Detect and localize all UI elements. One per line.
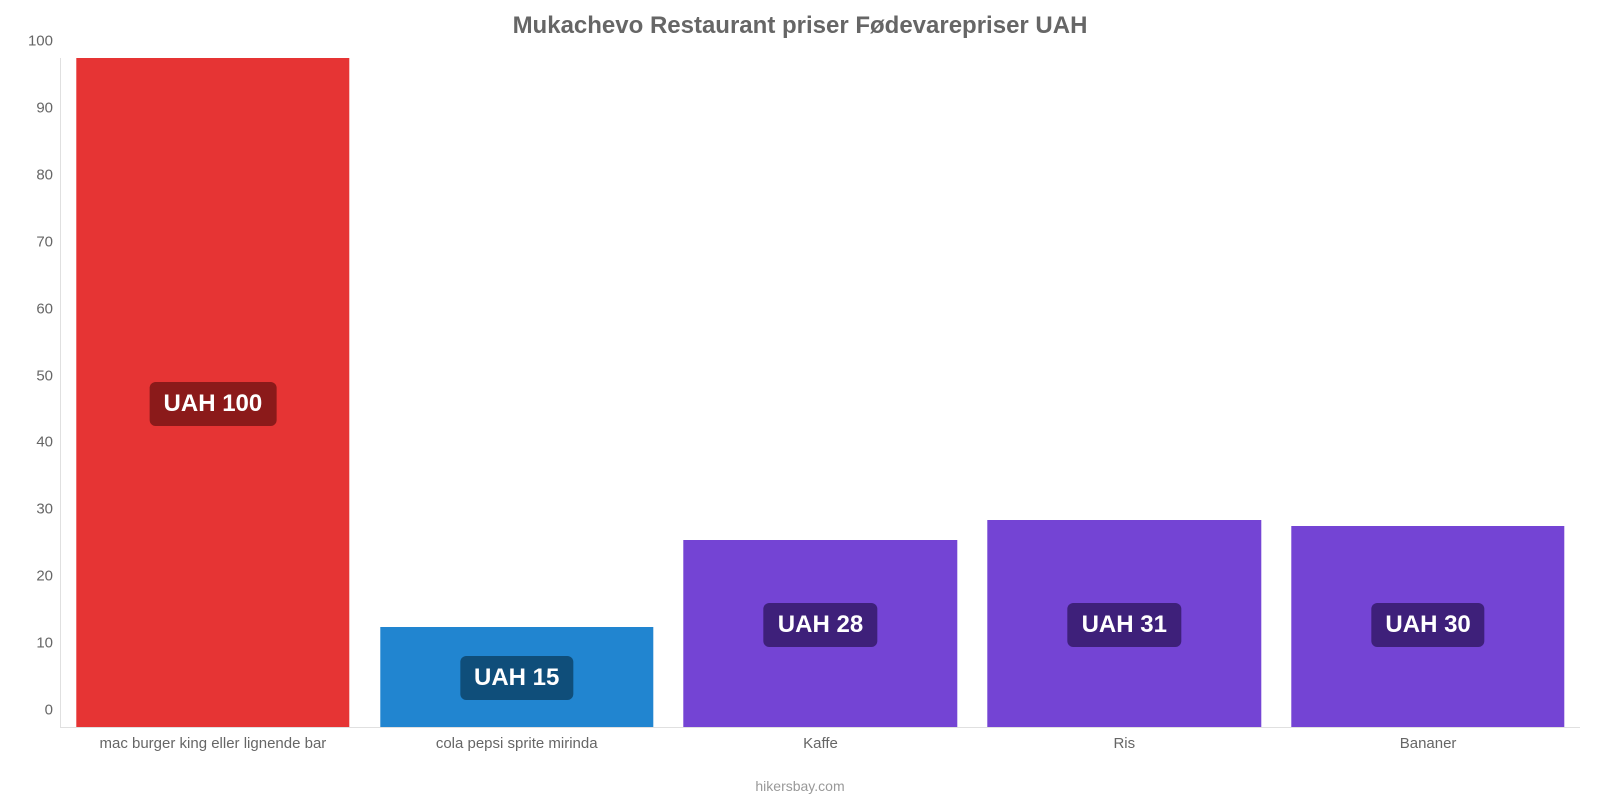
value-badge: UAH 15 <box>460 656 573 700</box>
x-tick-label: mac burger king eller lignende bar <box>99 735 326 752</box>
x-tick-label: cola pepsi sprite mirinda <box>436 735 598 752</box>
y-tick-label: 60 <box>36 300 61 317</box>
plot-area: UAH 100mac burger king eller lignende ba… <box>60 58 1580 728</box>
y-tick-label: 100 <box>28 33 61 50</box>
y-tick-label: 10 <box>36 635 61 652</box>
x-tick-label: Bananer <box>1400 735 1457 752</box>
y-tick-label: 0 <box>45 702 61 719</box>
y-tick-label: 40 <box>36 434 61 451</box>
value-badge: UAH 30 <box>1371 603 1484 647</box>
bar-slot: UAH 30Bananer <box>1276 58 1580 727</box>
chart-title: Mukachevo Restaurant priser Fødevarepris… <box>0 12 1600 40</box>
y-tick-label: 30 <box>36 501 61 518</box>
y-tick-label: 70 <box>36 233 61 250</box>
bar-slot: UAH 28Kaffe <box>669 58 973 727</box>
bar-slot: UAH 100mac burger king eller lignende ba… <box>61 58 365 727</box>
bar-slot: UAH 15cola pepsi sprite mirinda <box>365 58 669 727</box>
value-badge: UAH 31 <box>1068 603 1181 647</box>
bar-slot: UAH 31Ris <box>972 58 1276 727</box>
price-bar-chart: Mukachevo Restaurant priser Fødevarepris… <box>0 0 1600 800</box>
y-tick-label: 90 <box>36 99 61 116</box>
y-tick-label: 80 <box>36 166 61 183</box>
chart-credit: hikersbay.com <box>0 778 1600 794</box>
y-tick-label: 20 <box>36 568 61 585</box>
bars-container: UAH 100mac burger king eller lignende ba… <box>61 58 1580 727</box>
value-badge: UAH 100 <box>150 382 277 426</box>
y-tick-label: 50 <box>36 367 61 384</box>
x-tick-label: Kaffe <box>803 735 838 752</box>
x-tick-label: Ris <box>1113 735 1135 752</box>
value-badge: UAH 28 <box>764 603 877 647</box>
